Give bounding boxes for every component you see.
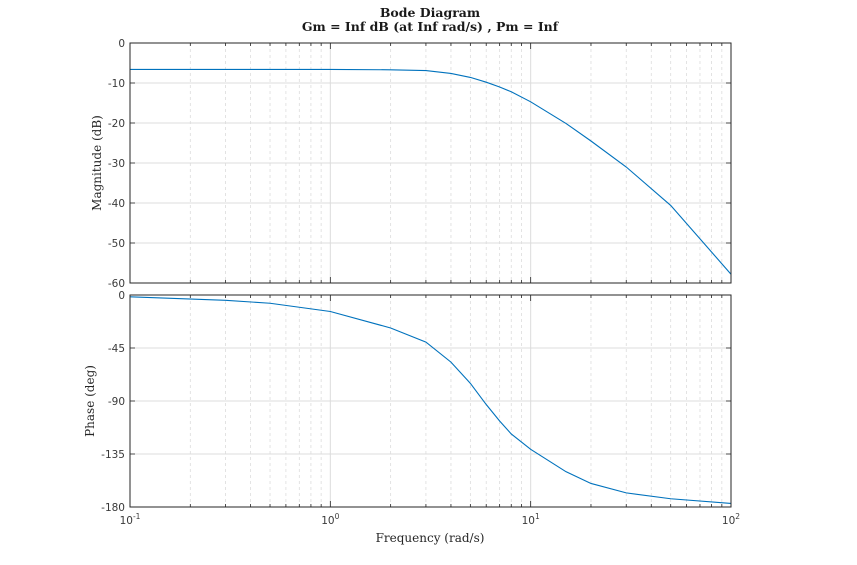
magnitude-y-tick-label: -60 <box>108 278 125 290</box>
magnitude-grid <box>129 42 732 284</box>
magnitude-ticks: 0 -10 -20 -30 -40 -50 -60 <box>108 38 732 290</box>
magnitude-y-tick-label: -10 <box>108 78 125 90</box>
phase-y-tick-label: 0 <box>118 290 125 302</box>
magnitude-y-tick-label: -30 <box>108 158 125 170</box>
x-axis-label: Frequency (rad/s) <box>376 531 485 545</box>
phase-series <box>129 296 732 505</box>
magnitude-y-tick-label: 0 <box>118 38 125 50</box>
phase-y-tick-label: -135 <box>101 449 125 461</box>
magnitude-curve <box>130 68 732 275</box>
phase-y-tick-label: -180 <box>101 502 125 514</box>
magnitude-y-tick-label: -40 <box>108 198 125 210</box>
x-tick-label: 10-1 <box>120 512 141 527</box>
magnitude-series <box>130 68 732 275</box>
phase-y-tick-label: -90 <box>108 396 125 408</box>
x-tick-label: 101 <box>522 512 540 527</box>
phase-ticks: 0 -45 -90 -135 -180 <box>101 290 732 514</box>
magnitude-y-tick-label: -20 <box>108 118 125 130</box>
x-tick-labels: 10-1 100 101 102 <box>120 512 741 527</box>
phase-ylabel: Phase (deg) <box>83 365 97 437</box>
chart-title: Bode Diagram <box>380 5 480 20</box>
x-tick-label: 102 <box>722 512 740 527</box>
magnitude-panel: 0 -10 -20 -30 -40 -50 -60 Magnitude (dB) <box>90 38 732 290</box>
phase-panel: 0 -45 -90 -135 -180 Phase (deg) <box>83 290 732 514</box>
phase-curve <box>129 296 732 505</box>
magnitude-y-tick-label: -50 <box>108 238 125 250</box>
phase-y-tick-label: -45 <box>108 343 125 355</box>
chart-subtitle: Gm = Inf dB (at Inf rad/s) , Pm = Inf <box>302 19 560 34</box>
phase-grid <box>129 294 732 508</box>
x-tick-label: 100 <box>321 512 339 527</box>
magnitude-ylabel: Magnitude (dB) <box>90 115 104 211</box>
